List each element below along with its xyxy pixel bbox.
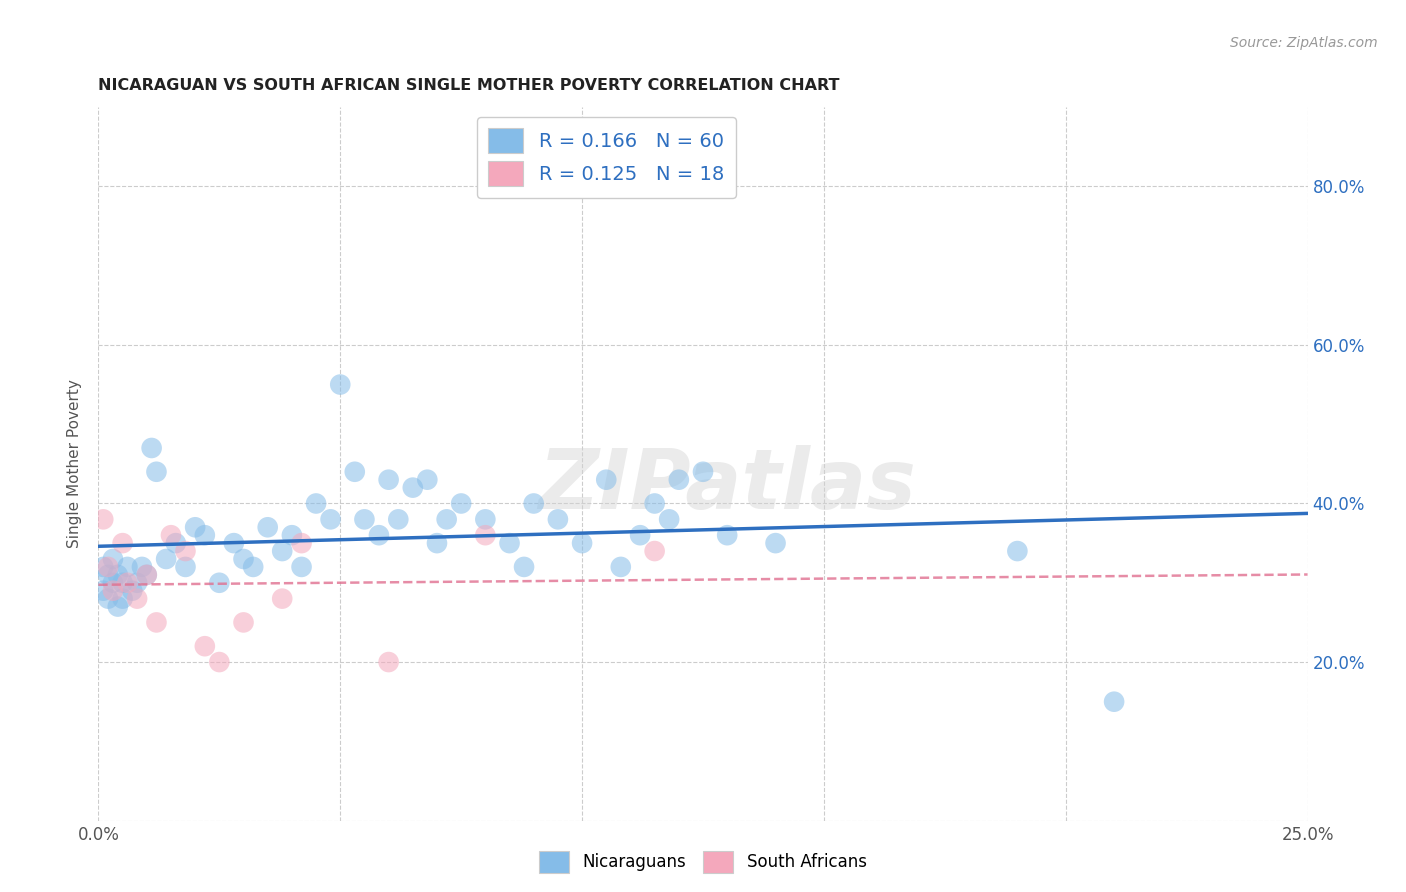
Point [658,512,681,526]
Point [145,615,167,630]
Point [319,512,342,526]
Text: ZIPatlas: ZIPatlas [538,445,917,525]
Point [97,567,120,582]
Point [377,655,399,669]
Point [628,528,651,542]
Point [111,536,134,550]
Point [343,465,366,479]
Point [111,575,134,590]
Point [127,575,149,590]
Point [523,496,546,510]
Point [107,599,129,614]
Point [194,639,217,653]
Point [644,496,666,510]
Point [131,560,153,574]
Point [91,512,114,526]
Point [305,496,328,510]
Point [101,552,124,566]
Point [290,560,312,574]
Point [256,520,278,534]
Point [174,544,197,558]
Point [1007,544,1029,558]
Point [91,583,114,598]
Point [353,512,375,526]
Point [498,536,520,550]
Point [194,528,217,542]
Point [101,583,124,598]
Point [117,560,139,574]
Point [97,591,120,606]
Point [121,583,143,598]
Legend: Nicaraguans, South Africans: Nicaraguans, South Africans [533,845,873,880]
Point [692,465,714,479]
Point [1102,695,1125,709]
Point [436,512,458,526]
Point [127,591,149,606]
Point [290,536,312,550]
Point [117,575,139,590]
Point [135,567,157,582]
Point [765,536,787,550]
Point [450,496,472,510]
Point [474,512,496,526]
Point [281,528,304,542]
Point [91,560,114,574]
Point [222,536,245,550]
Point [242,560,264,574]
Point [232,552,254,566]
Point [165,536,187,550]
Point [329,377,352,392]
Text: NICARAGUAN VS SOUTH AFRICAN SINGLE MOTHER POVERTY CORRELATION CHART: NICARAGUAN VS SOUTH AFRICAN SINGLE MOTHE… [98,78,839,94]
Y-axis label: Single Mother Poverty: Single Mother Poverty [67,379,83,549]
Point [135,567,157,582]
Text: Source: ZipAtlas.com: Source: ZipAtlas.com [1230,36,1378,50]
Point [644,544,666,558]
Point [668,473,690,487]
Point [595,473,617,487]
Point [416,473,439,487]
Point [101,575,124,590]
Point [610,560,633,574]
Point [426,536,449,550]
Legend: R = 0.166   N = 60, R = 0.125   N = 18: R = 0.166 N = 60, R = 0.125 N = 18 [477,117,735,198]
Point [208,575,231,590]
Point [160,528,183,542]
Point [155,552,177,566]
Point [513,560,536,574]
Point [271,591,294,606]
Point [716,528,738,542]
Point [547,512,569,526]
Point [571,536,593,550]
Point [145,465,167,479]
Point [474,528,496,542]
Point [377,473,399,487]
Point [402,481,425,495]
Point [184,520,207,534]
Point [232,615,254,630]
Point [97,560,120,574]
Point [368,528,391,542]
Point [387,512,409,526]
Point [271,544,294,558]
Point [141,441,163,455]
Point [111,591,134,606]
Point [174,560,197,574]
Point [107,567,129,582]
Point [208,655,231,669]
